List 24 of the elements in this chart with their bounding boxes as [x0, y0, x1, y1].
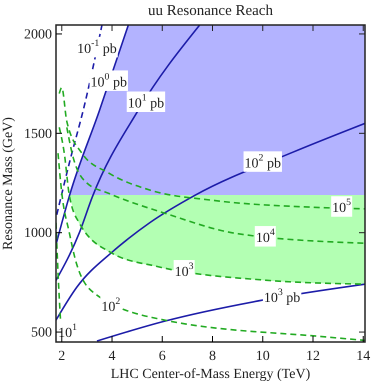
y-tick-label: 500	[31, 326, 52, 341]
x-tick-label: 6	[158, 348, 166, 364]
x-tick-label: 12	[306, 348, 320, 364]
annotation: 10$^{-1}$ pb	[77, 38, 117, 56]
annotation: 10$^{0}$ pb	[90, 71, 127, 90]
annotation: 10$^{2}$ pb	[244, 152, 281, 171]
x-tick-label: 10	[256, 348, 270, 364]
x-tick-label: 8	[209, 348, 216, 364]
annotation: 10$^{1}$	[58, 322, 78, 341]
chart-title: uu Resonance Reach	[148, 3, 274, 19]
y-axis-title: Resonance Mass (GeV)	[1, 116, 16, 250]
annotation: 10$^{4}$	[256, 227, 275, 246]
annotation: 10$^{2}$	[101, 296, 120, 315]
y-tick-label: 1000	[24, 226, 52, 242]
y-tick-label: 1500	[24, 126, 52, 142]
annotation: 10$^{3}$ pb	[264, 287, 300, 306]
x-tick-label: 4	[108, 348, 116, 364]
x-tick-label: 14	[356, 348, 370, 364]
annotation: 10$^{1}$ pb	[128, 92, 164, 112]
x-axis-title: LHC Center-of-Mass Energy (TeV)	[110, 367, 311, 382]
x-tick-label: 2	[58, 348, 66, 364]
annotation: 10$^{3}$	[174, 261, 194, 280]
y-tick-label: 2000	[24, 27, 52, 42]
annotation: 10$^{5}$	[332, 197, 352, 216]
